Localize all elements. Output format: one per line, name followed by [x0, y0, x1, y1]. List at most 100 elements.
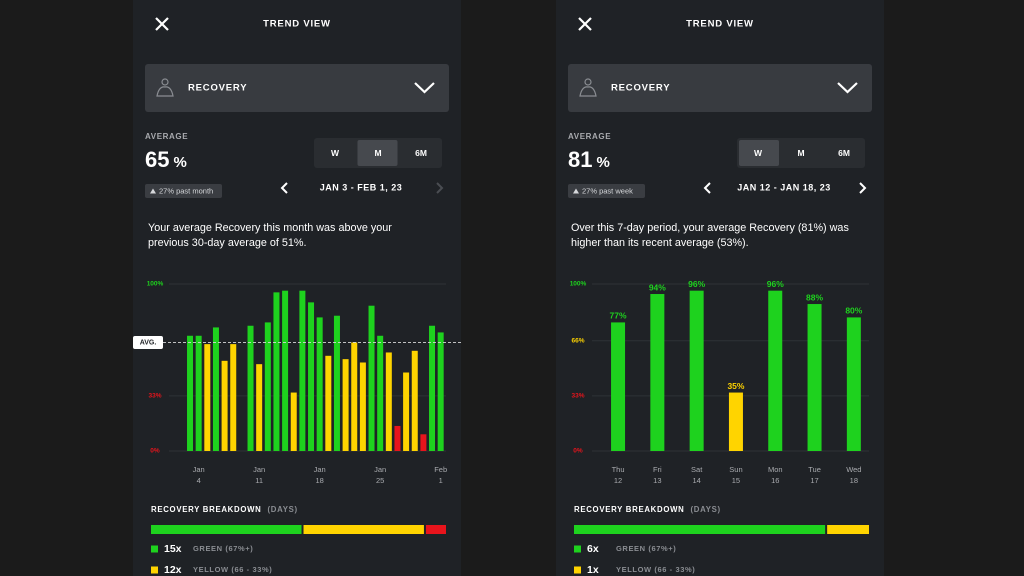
bar: [273, 292, 280, 451]
bar: [846, 317, 861, 451]
period-option[interactable]: W: [754, 148, 763, 158]
legend-count: 12x: [164, 564, 182, 576]
bar: [282, 290, 289, 451]
bar: [195, 335, 202, 451]
metric-label: RECOVERY: [611, 83, 670, 94]
period-option[interactable]: 6M: [838, 148, 850, 158]
breakdown-unit: (DAYS): [691, 505, 721, 514]
dropdown-chevron: [414, 82, 435, 94]
bar-value-label: 96%: [688, 279, 705, 289]
bar: [212, 327, 219, 451]
bar-value-label: 80%: [845, 306, 862, 316]
change-text: 27% past week: [582, 186, 633, 195]
breakdown-segment: [425, 525, 446, 534]
close-button[interactable]: [155, 17, 169, 31]
breakdown-segment: [574, 525, 826, 534]
legend-swatch: [151, 545, 158, 553]
bar-value-label: 88%: [806, 292, 823, 302]
bar: [429, 325, 436, 451]
period-option[interactable]: M: [374, 148, 381, 158]
description-line: Over this 7-day period, your average Rec…: [571, 222, 849, 234]
breakdown-segment: [151, 525, 302, 534]
phone-screen: TREND VIEW RECOVERY AVERAGE 65 % 27% past mon…: [133, 0, 461, 576]
bar: [325, 355, 332, 451]
breakdown-segment: [303, 525, 424, 534]
close-icon: [578, 17, 592, 31]
y-tick-label: 100%: [570, 281, 587, 288]
dropdown-box: [145, 64, 449, 112]
bar: [403, 372, 410, 451]
bar: [351, 342, 358, 451]
bar: [650, 294, 665, 451]
next-button[interactable]: [859, 182, 867, 194]
average-value: 65: [145, 147, 169, 172]
bar: [247, 325, 254, 451]
period-selected: [357, 140, 398, 166]
metric-icon: [584, 78, 592, 86]
bar: [316, 317, 323, 451]
average-tag: [133, 335, 163, 349]
legend-swatch: [151, 566, 158, 574]
bar: [768, 290, 783, 451]
legend-label: YELLOW (66 - 33%): [616, 565, 695, 574]
y-tick-label: 0%: [150, 448, 160, 455]
change-text: 27% past month: [159, 186, 213, 195]
y-tick-label: 100%: [147, 281, 164, 288]
metric-icon: [161, 78, 169, 86]
x-tick-label: Feb 1: [434, 465, 447, 485]
bar: [807, 304, 822, 451]
next-button[interactable]: [436, 182, 444, 194]
breakdown-title: RECOVERY BREAKDOWN: [151, 505, 262, 514]
x-tick-label: Sat 14: [691, 465, 703, 485]
y-tick-label: 66%: [571, 337, 584, 344]
dropdown-box: [568, 64, 872, 112]
period-option[interactable]: 6M: [415, 148, 427, 158]
metric-label: RECOVERY: [188, 83, 247, 94]
metric-dropdown[interactable]: RECOVERY: [145, 64, 449, 112]
bar: [342, 359, 349, 451]
period-option[interactable]: M: [797, 148, 804, 158]
average-label: AVERAGE: [145, 132, 188, 141]
legend-label: YELLOW (66 - 33%): [193, 565, 272, 574]
period-option[interactable]: W: [331, 148, 340, 158]
bar-value-label: 35%: [727, 381, 744, 391]
bar: [264, 322, 271, 451]
phone-screen: TREND VIEW RECOVERY AVERAGE 81 % 27% past wee…: [556, 0, 884, 576]
average-unit: %: [596, 154, 609, 171]
bar: [359, 362, 366, 451]
screen-title: TREND VIEW: [686, 19, 754, 30]
close-button[interactable]: [578, 17, 592, 31]
average-value: 81: [568, 147, 592, 172]
bar: [411, 350, 418, 451]
date-range: JAN 3 - FEB 1, 23: [320, 182, 403, 192]
change-badge: [145, 184, 222, 198]
previous-button[interactable]: [280, 182, 288, 194]
breakdown-segment: [827, 525, 869, 534]
metric-dropdown[interactable]: RECOVERY: [568, 64, 872, 112]
description-line: Your average Recovery this month was abo…: [148, 222, 392, 234]
period-selected: [739, 140, 779, 166]
x-tick-label: Jan 18: [314, 465, 326, 485]
close-icon: [155, 17, 169, 31]
bar: [611, 322, 626, 451]
x-tick-label: Mon 16: [768, 465, 783, 485]
legend-label: GREEN (67%+): [193, 544, 253, 553]
breakdown-unit: (DAYS): [268, 505, 298, 514]
x-tick-label: Wed 18: [846, 465, 861, 485]
change-badge: [568, 184, 645, 198]
previous-button[interactable]: [703, 182, 711, 194]
x-tick-label: Sun 15: [729, 465, 742, 485]
y-tick-label: 0%: [573, 448, 583, 455]
bar: [728, 392, 743, 451]
screen-title: TREND VIEW: [263, 19, 331, 30]
x-tick-label: Jan 11: [253, 465, 265, 485]
bar: [368, 305, 375, 451]
x-tick-label: Thu 12: [612, 465, 625, 485]
average-tag-label: AVG.: [140, 339, 157, 346]
bar: [299, 290, 306, 451]
bar: [290, 392, 297, 451]
breakdown-title: RECOVERY BREAKDOWN: [574, 505, 685, 514]
bar: [204, 344, 211, 451]
bar: [420, 434, 427, 451]
